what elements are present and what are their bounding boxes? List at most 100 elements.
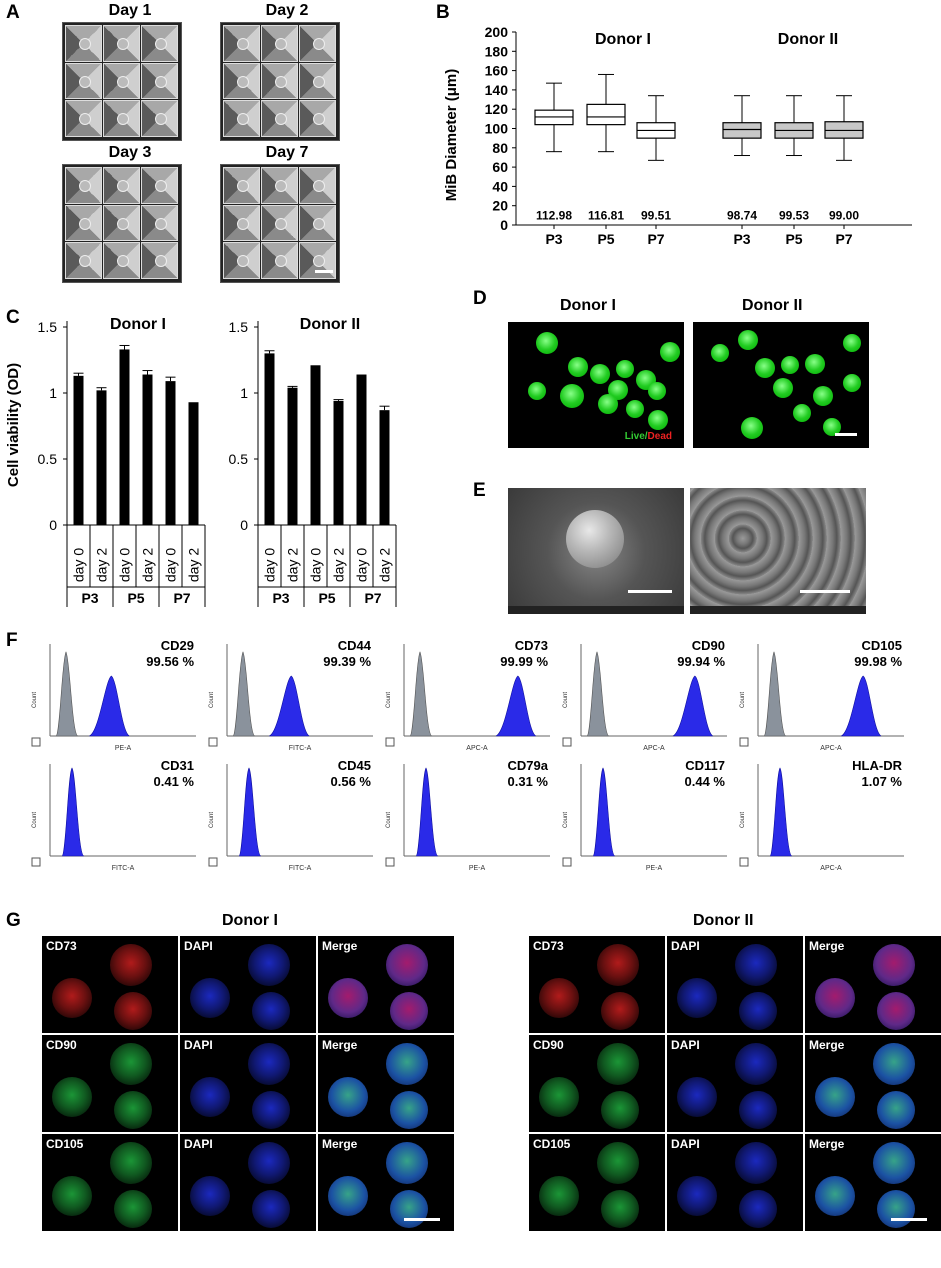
live-cell-spheroid (843, 374, 861, 392)
spheroid (275, 113, 287, 126)
live-dead-image-donor-1: Live/Dead (508, 322, 684, 448)
bar-passage-label: P3 (272, 590, 289, 606)
if-image: DAPI (667, 1134, 803, 1231)
sem-info-bar (690, 606, 866, 614)
if-cell (386, 944, 428, 986)
scale-bar (891, 1218, 927, 1221)
microwell (299, 242, 336, 279)
bar-day-label: day 0 (308, 548, 324, 582)
viability-bar (379, 410, 390, 525)
if-cell (815, 1176, 855, 1216)
microwell (261, 242, 298, 279)
flow-axis-label: APC-A (820, 865, 842, 872)
flow-histogram: Count FITC-A (208, 764, 373, 872)
flow-marker-name: CD117 (685, 758, 725, 773)
spheroid (155, 38, 167, 50)
box-plot-ytick-label: 200 (485, 24, 509, 40)
live-cell-spheroid (626, 400, 644, 418)
microwell (103, 204, 140, 242)
flow-axis-label: PE-A (115, 745, 132, 752)
box-plot-chart: MiB Diameter (μm) 0 20 40 60 80 100 120 140 160 1… (443, 24, 912, 247)
if-cell (873, 1142, 915, 1184)
microwell (103, 167, 140, 204)
flow-count-label: Count (32, 812, 38, 828)
spheroid (237, 38, 249, 50)
spheroid (313, 113, 325, 126)
flow-histogram: Count FITC-A (31, 764, 196, 872)
live-cell-spheroid (843, 334, 861, 352)
spheroid (275, 75, 287, 88)
flow-marker-percent: 99.94 % (677, 654, 725, 669)
flow-axis-label: FITC-A (289, 865, 312, 872)
bar-day-label: day 2 (285, 548, 301, 582)
legend-slash: / (644, 431, 648, 442)
spheroid (155, 75, 167, 88)
spheroid (275, 255, 287, 268)
panel-label-d: D (473, 288, 487, 309)
spheroid (79, 180, 91, 192)
spheroid (237, 75, 249, 88)
microwell (261, 100, 298, 137)
flow-marker-label: CD117 0.44 % (637, 758, 725, 790)
flow-corner-box (739, 857, 749, 867)
if-image: Merge (318, 936, 454, 1033)
microwell (103, 25, 140, 62)
if-cell (597, 1043, 639, 1085)
if-cell (677, 978, 717, 1018)
microwell (261, 167, 298, 204)
spheroid (237, 180, 249, 192)
flow-isotype-peak (763, 651, 787, 737)
if-channel-label: Merge (322, 1038, 358, 1052)
flow-histogram: Count PE-A (31, 644, 196, 752)
bar-passage-label: P3 (81, 590, 98, 606)
if-cell (190, 1176, 230, 1216)
flow-count-label: Count (386, 812, 392, 828)
viability-bar (333, 400, 344, 525)
if-image: Merge (318, 1035, 454, 1132)
live-cell-spheroid (805, 354, 825, 374)
panel-label-a: A (6, 2, 20, 23)
viability-bar (287, 387, 298, 525)
microwell (223, 204, 260, 242)
if-cell (815, 1077, 855, 1117)
if-cell (539, 1176, 579, 1216)
viability-bar (188, 402, 199, 525)
if-cell (248, 1043, 290, 1085)
box-mean-label: 98.74 (727, 208, 757, 222)
flow-corner-box (385, 737, 395, 747)
live-dead-image-donor-2 (693, 322, 869, 448)
box-plot-xtick-label: P7 (647, 231, 664, 247)
if-image: Merge (805, 1035, 941, 1132)
spheroid (155, 113, 167, 126)
if-cell (110, 1043, 152, 1085)
live-dead-donor-1: Donor I (560, 297, 616, 314)
microwell-image-day1 (62, 22, 182, 141)
if-cell (390, 1091, 428, 1129)
if-cell (877, 1190, 915, 1228)
spheroid (275, 38, 287, 50)
if-channel-label: CD90 (533, 1038, 564, 1052)
box-plot-xtick-label: P3 (545, 231, 562, 247)
microwell-image-day3 (62, 164, 182, 283)
if-channel-label: Merge (322, 939, 358, 953)
if-cell (539, 1077, 579, 1117)
flow-axis-label: APC-A (820, 745, 842, 752)
flow-marker-percent: 1.07 % (861, 774, 902, 789)
bar-day-label: day 0 (354, 548, 370, 582)
if-channel-label: DAPI (184, 1038, 213, 1052)
if-cell (52, 1176, 92, 1216)
if-channel-label: DAPI (671, 1038, 700, 1052)
if-cell (386, 1043, 428, 1085)
scale-bar (315, 270, 333, 273)
flow-positive-peak (840, 675, 882, 737)
flow-marker-name: CD31 (160, 758, 194, 773)
microwell (299, 204, 336, 242)
scale-bar (835, 433, 857, 436)
spheroid (313, 38, 325, 50)
if-channel-label: Merge (809, 939, 845, 953)
dead-label: Dead (647, 431, 672, 442)
if-image: CD105 (42, 1134, 178, 1231)
flow-count-label: Count (563, 692, 569, 708)
flow-marker-label: CD105 99.98 % (814, 638, 902, 670)
if-channel-label: DAPI (184, 939, 213, 953)
